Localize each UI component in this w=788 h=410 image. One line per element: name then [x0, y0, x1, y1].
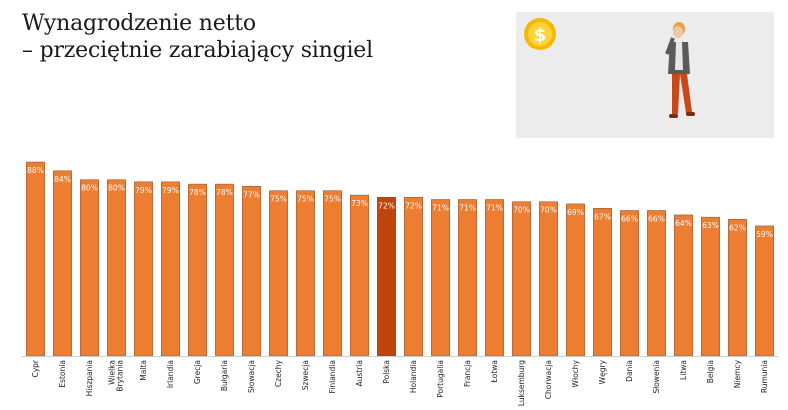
bar-11	[323, 190, 342, 357]
category-tick-label: Bułgaria	[220, 360, 229, 391]
bar-15	[431, 199, 450, 357]
category-tick-label: Węgry	[598, 359, 607, 384]
bar-10	[296, 190, 315, 357]
chart-category-labels: Cypr Estonia Hiszpania WielkaBrytania Malta I…	[31, 359, 769, 406]
bar-8	[242, 186, 261, 357]
bar-value-label: 72%	[405, 201, 422, 210]
category-tick-label: Luksemburg	[517, 360, 526, 406]
bar-24	[674, 214, 693, 357]
category-tick-label: Grecja	[193, 360, 202, 384]
bar-value-label: 71%	[486, 203, 503, 212]
category-tick-label: Niemcy	[733, 359, 742, 388]
bar-21	[593, 208, 612, 357]
bar-25	[701, 216, 720, 357]
bar-value-label: 66%	[648, 215, 665, 224]
bar-17	[485, 199, 504, 357]
bar-0	[26, 161, 45, 357]
bar-value-label: 75%	[297, 195, 314, 204]
category-tick-label: Słowacja	[247, 360, 256, 393]
category-tick-label: Malta	[139, 360, 148, 381]
category-tick-label: Chorwacja	[544, 360, 553, 399]
bar-value-label: 66%	[621, 215, 638, 224]
bar-value-label: 70%	[513, 206, 530, 215]
bar-13	[377, 197, 396, 357]
page-title: Wynagrodzenie netto – przeciętnie zarabi…	[22, 10, 373, 64]
bar-20	[566, 203, 585, 357]
category-tick-label: Francja	[463, 360, 472, 387]
category-tick-label: Rumunia	[760, 360, 769, 393]
category-tick-label: Szwecja	[301, 360, 310, 390]
category-tick-label: Litwa	[679, 360, 688, 380]
category-tick-label: Polska	[382, 360, 391, 384]
bar-23	[647, 210, 666, 357]
bar-19	[539, 201, 558, 357]
bar-value-label: 79%	[135, 186, 152, 195]
bar-12	[350, 194, 369, 357]
bar-value-label: 69%	[567, 208, 584, 217]
bar-value-label: 84%	[54, 175, 71, 184]
bar-5	[161, 181, 180, 357]
bar-7	[215, 183, 234, 357]
bar-value-label: 71%	[459, 203, 476, 212]
category-tick-label: Estonia	[58, 360, 67, 388]
category-tick-label: Włochy	[571, 359, 580, 387]
bar-value-label: 63%	[702, 221, 719, 230]
dollar-coin-icon: $	[524, 18, 556, 50]
bar-value-label: 70%	[540, 206, 557, 215]
category-tick-label: Słowenia	[652, 360, 661, 394]
category-tick-label: WielkaBrytania	[108, 360, 125, 392]
bar-16	[458, 199, 477, 357]
bar-value-label: 78%	[216, 188, 233, 197]
bar-4	[134, 181, 153, 357]
bar-value-label: 75%	[270, 195, 287, 204]
category-tick-label: Irlandia	[166, 360, 175, 388]
bar-27	[755, 225, 774, 357]
bar-value-label: 88%	[27, 166, 44, 175]
svg-text:$: $	[534, 25, 547, 46]
bar-26	[728, 219, 747, 357]
category-tick-label: Hiszpania	[85, 360, 94, 396]
title-line-1: Wynagrodzenie netto	[22, 11, 256, 36]
title-line-2: – przeciętnie zarabiający singiel	[22, 38, 373, 63]
bar-value-label: 62%	[729, 223, 746, 232]
category-tick-label: Belgia	[706, 360, 715, 383]
category-tick-label: Dania	[625, 360, 634, 382]
bar-1	[53, 170, 72, 357]
bar-22	[620, 210, 639, 357]
category-tick-label: Portugalia	[436, 360, 445, 398]
bar-6	[188, 183, 207, 357]
bar-value-label: 72%	[378, 201, 395, 210]
illustration-art: $	[524, 18, 695, 118]
bar-18	[512, 201, 531, 357]
bar-value-label: 71%	[432, 203, 449, 212]
bar-value-label: 80%	[108, 184, 125, 193]
bar-value-label: 77%	[243, 190, 260, 199]
bar-9	[269, 190, 288, 357]
bar-value-label: 59%	[756, 230, 773, 239]
bar-value-label: 73%	[351, 199, 368, 208]
illustration-panel: $	[516, 12, 774, 138]
category-tick-label: Łotwa	[490, 360, 499, 383]
bar-value-label: 80%	[81, 184, 98, 193]
category-tick-label: Austria	[355, 360, 364, 387]
bar-value-label: 67%	[594, 212, 611, 221]
category-tick-label: Finlandia	[328, 360, 337, 393]
bar-3	[107, 179, 126, 357]
bar-2	[80, 179, 99, 357]
category-tick-label: Czechy	[274, 359, 283, 387]
chart-value-labels: 88% 84% 80% 80% 79% 79% 78% 78% 77% 75% 75% 75% 73% 7…	[27, 166, 773, 239]
category-tick-label: Cypr	[31, 359, 40, 377]
bar-value-label: 78%	[189, 188, 206, 197]
person-on-phone-illustration	[665, 22, 695, 118]
category-tick-label: Holandia	[409, 360, 418, 393]
bar-value-label: 75%	[324, 195, 341, 204]
bar-value-label: 79%	[162, 186, 179, 195]
bar-value-label: 64%	[675, 219, 692, 228]
chart-bars	[26, 161, 774, 357]
bar-14	[404, 197, 423, 357]
